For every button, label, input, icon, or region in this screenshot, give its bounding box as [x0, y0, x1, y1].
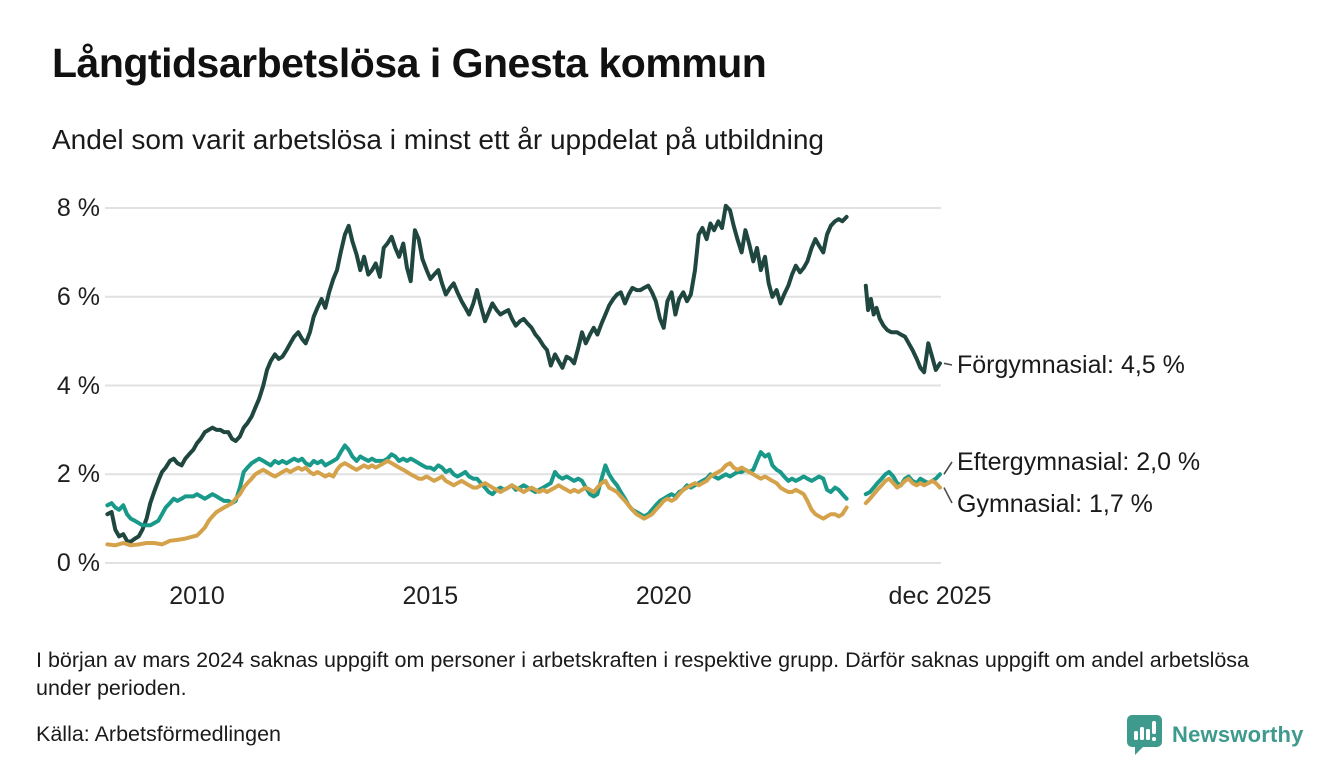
x-axis-tick-label: 2020 — [635, 582, 692, 610]
source-label: Källa: Arbetsförmedlingen — [36, 722, 282, 746]
footnote: I början av mars 2024 saknas uppgift om … — [36, 648, 1250, 700]
newsworthy-logo-icon — [1127, 715, 1162, 755]
y-axis-tick-label: 2 % — [56, 460, 100, 489]
chart-subtitle: Andel som varit arbetslösa i minst ett å… — [52, 124, 824, 155]
series-label-eftergymnasial: Eftergymnasial: 2,0 % — [957, 448, 1201, 476]
newsworthy-logo-text: Newsworthy — [1172, 722, 1304, 747]
series-label-gymnasial: Gymnasial: 1,7 % — [957, 490, 1153, 518]
y-axis-tick-label: 6 % — [56, 282, 100, 311]
x-axis-tick-label: dec 2025 — [888, 582, 992, 610]
series-label-forgymnasial: Förgymnasial: 4,5 % — [957, 351, 1185, 379]
y-axis-tick-label: 0 % — [56, 549, 100, 577]
page-title: Långtidsarbetslösa i Gnesta kommun — [52, 40, 767, 86]
newsworthy-logo: Newsworthy — [1126, 714, 1304, 756]
y-axis-tick-label: 4 % — [56, 371, 100, 400]
x-axis-tick-label: 2010 — [169, 582, 225, 610]
y-axis-tick-label: 8 % — [56, 194, 100, 222]
x-axis-tick-label: 2015 — [402, 582, 459, 610]
